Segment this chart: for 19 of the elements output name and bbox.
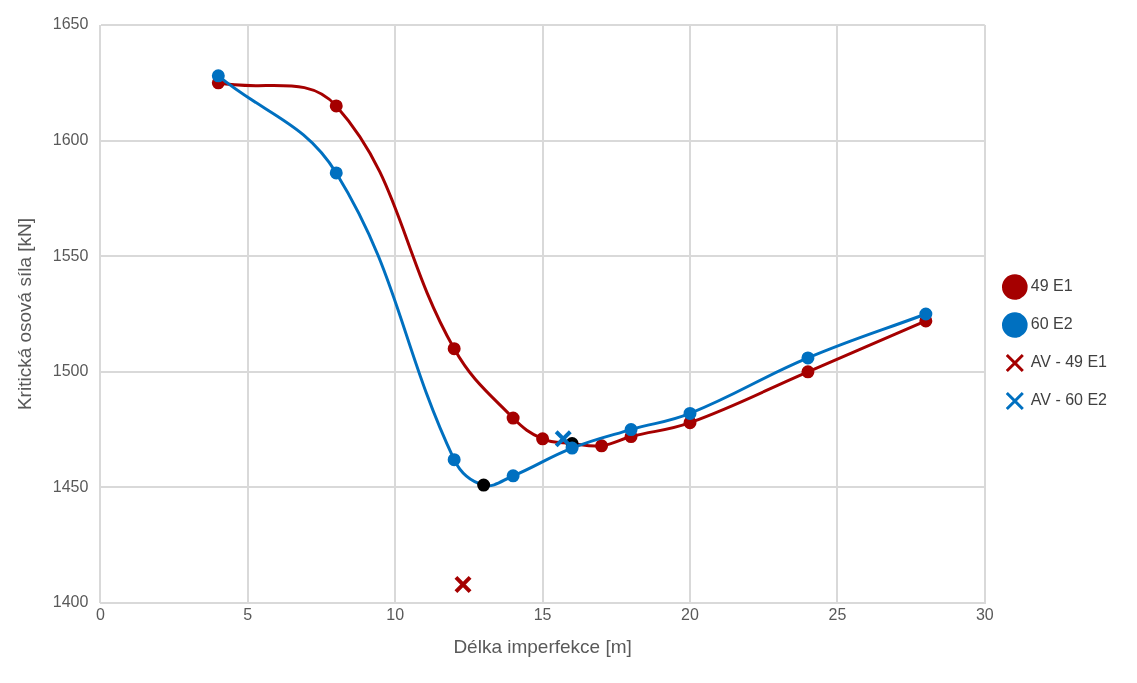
legend-label: 49 E1 [1030, 277, 1073, 295]
y-tick-label: 1650 [52, 15, 89, 33]
y-tick-label: 1600 [52, 131, 89, 149]
y-tick-label: 1450 [52, 477, 89, 495]
x-axis-title: Délka imperfekce [m] [453, 635, 632, 657]
legend-label: AV - 49 E1 [1030, 353, 1108, 371]
y-axis-title: Kritická osová síla [kN] [13, 217, 35, 411]
x-tick-label: 10 [386, 606, 405, 624]
legend-label: AV - 60 E2 [1030, 391, 1108, 409]
x-tick-label: 30 [975, 606, 994, 624]
x-tick-label: 20 [681, 606, 700, 624]
x-tick-label: 0 [95, 606, 105, 624]
y-tick-label: 1500 [52, 362, 89, 380]
x-tick-label: 25 [828, 606, 847, 624]
y-tick-label: 1550 [52, 246, 89, 264]
x-tick-label: 15 [533, 606, 552, 624]
legend-label: 60 E2 [1030, 315, 1073, 333]
y-tick-label: 1400 [52, 593, 89, 611]
x-tick-label: 5 [243, 606, 253, 624]
